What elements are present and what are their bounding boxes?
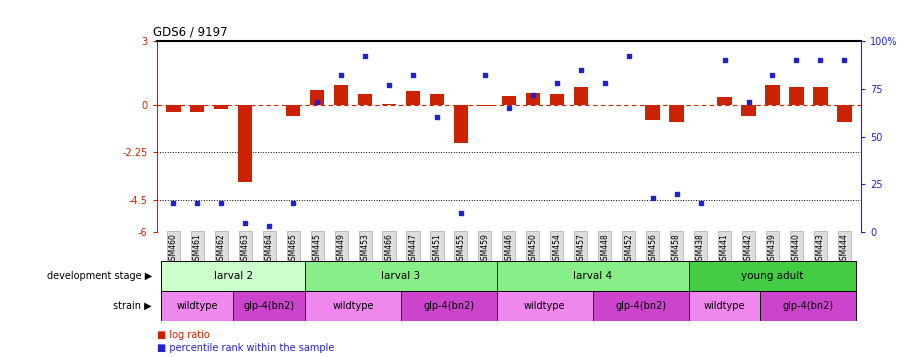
Bar [334,85,348,105]
Bar [401,291,496,321]
Text: glp-4(bn2): glp-4(bn2) [424,301,474,311]
Bar [837,105,852,122]
Text: wildtype: wildtype [177,301,218,311]
Text: larval 4: larval 4 [573,271,612,281]
Bar [454,105,468,143]
Bar [161,261,305,291]
Bar [502,96,516,105]
Bar [574,87,588,105]
Bar [238,105,252,182]
Text: wildtype: wildtype [524,301,565,311]
Text: glp-4(bn2): glp-4(bn2) [615,301,666,311]
Text: glp-4(bn2): glp-4(bn2) [244,301,295,311]
Bar [761,291,857,321]
Bar [286,105,300,116]
Bar [382,104,396,105]
Bar [526,93,540,105]
Bar [305,291,401,321]
Text: ■ percentile rank within the sample: ■ percentile rank within the sample [157,343,334,353]
Bar [741,105,756,116]
Text: GDS6 / 9197: GDS6 / 9197 [153,25,227,39]
Bar [670,105,683,122]
Text: wildtype: wildtype [704,301,745,311]
Bar [550,94,564,105]
Bar [593,291,689,321]
Bar [305,261,496,291]
Bar [190,105,204,112]
Bar [689,261,857,291]
Bar [496,261,689,291]
Text: wildtype: wildtype [332,301,374,311]
Text: larval 2: larval 2 [214,271,253,281]
Bar [478,105,492,106]
Bar [496,291,593,321]
Bar [646,105,659,120]
Bar [161,291,233,321]
Text: development stage ▶: development stage ▶ [47,271,152,281]
Text: strain ▶: strain ▶ [113,301,152,311]
Text: ■ log ratio: ■ log ratio [157,330,209,340]
Bar [717,97,731,105]
Bar [233,291,305,321]
Bar [310,90,324,105]
Bar [789,87,804,105]
Bar [813,87,828,105]
Text: larval 3: larval 3 [381,271,421,281]
Bar [214,105,228,109]
Bar [689,291,761,321]
Bar [166,105,181,112]
Bar [765,85,780,105]
Bar [430,94,444,105]
Text: glp-4(bn2): glp-4(bn2) [783,301,834,311]
Text: young adult: young adult [741,271,804,281]
Bar [358,94,372,105]
Bar [406,91,420,105]
